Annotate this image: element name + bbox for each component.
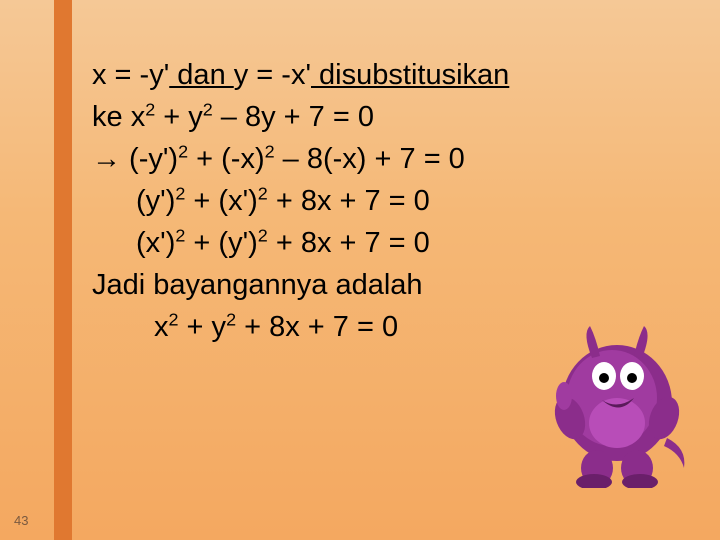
- txt: x: [154, 311, 169, 343]
- txt: x: [131, 101, 146, 133]
- txt: – 8y + 7 = 0: [213, 101, 374, 133]
- accent-bar: [54, 0, 72, 540]
- line-1: x = -y' dan y = -x' disubstitusikan: [92, 54, 509, 96]
- line-2: ke x2 + y2 – 8y + 7 = 0: [92, 96, 509, 138]
- line-4: (y')2 + (x')2 + 8x + 7 = 0: [92, 180, 509, 222]
- txt: (x'): [136, 227, 175, 259]
- sup: 2: [258, 226, 268, 246]
- txt: → (-y'): [92, 143, 178, 175]
- txt: + 8x + 7 = 0: [236, 311, 398, 343]
- txt: ke: [92, 101, 131, 133]
- txt: + (x'): [185, 185, 257, 217]
- txt: + y: [155, 101, 203, 133]
- txt: + 8x + 7 = 0: [268, 185, 430, 217]
- sup: 2: [169, 310, 179, 330]
- txt: + (y'): [185, 227, 257, 259]
- txt: dan: [169, 59, 234, 91]
- txt: y = -x': [234, 59, 311, 91]
- txt: disubstitusikan: [311, 59, 509, 91]
- line-7: x2 + y2 + 8x + 7 = 0: [92, 306, 509, 348]
- sup: 2: [203, 99, 213, 119]
- txt: + 8x + 7 = 0: [268, 227, 430, 259]
- txt: + y: [179, 311, 227, 343]
- txt: (y'): [136, 185, 175, 217]
- sup: 2: [226, 310, 236, 330]
- txt: x = -y': [92, 59, 169, 91]
- slide-content: x = -y' dan y = -x' disubstitusikan ke x…: [92, 54, 509, 348]
- line-3: → (-y')2 + (-x)2 – 8(-x) + 7 = 0: [92, 138, 509, 180]
- sup: 2: [178, 141, 188, 161]
- txt: + (-x): [188, 143, 265, 175]
- txt: – 8(-x) + 7 = 0: [275, 143, 465, 175]
- sup: 2: [258, 183, 268, 203]
- sup: 2: [175, 183, 185, 203]
- line-5: (x')2 + (y')2 + 8x + 7 = 0: [92, 222, 509, 264]
- txt: Jadi bayangannya adalah: [92, 269, 423, 301]
- monster-icon: [542, 308, 692, 488]
- line-6: Jadi bayangannya adalah: [92, 264, 509, 306]
- sup: 2: [145, 99, 155, 119]
- page-number: 43: [14, 513, 28, 528]
- sup: 2: [175, 226, 185, 246]
- sup: 2: [265, 141, 275, 161]
